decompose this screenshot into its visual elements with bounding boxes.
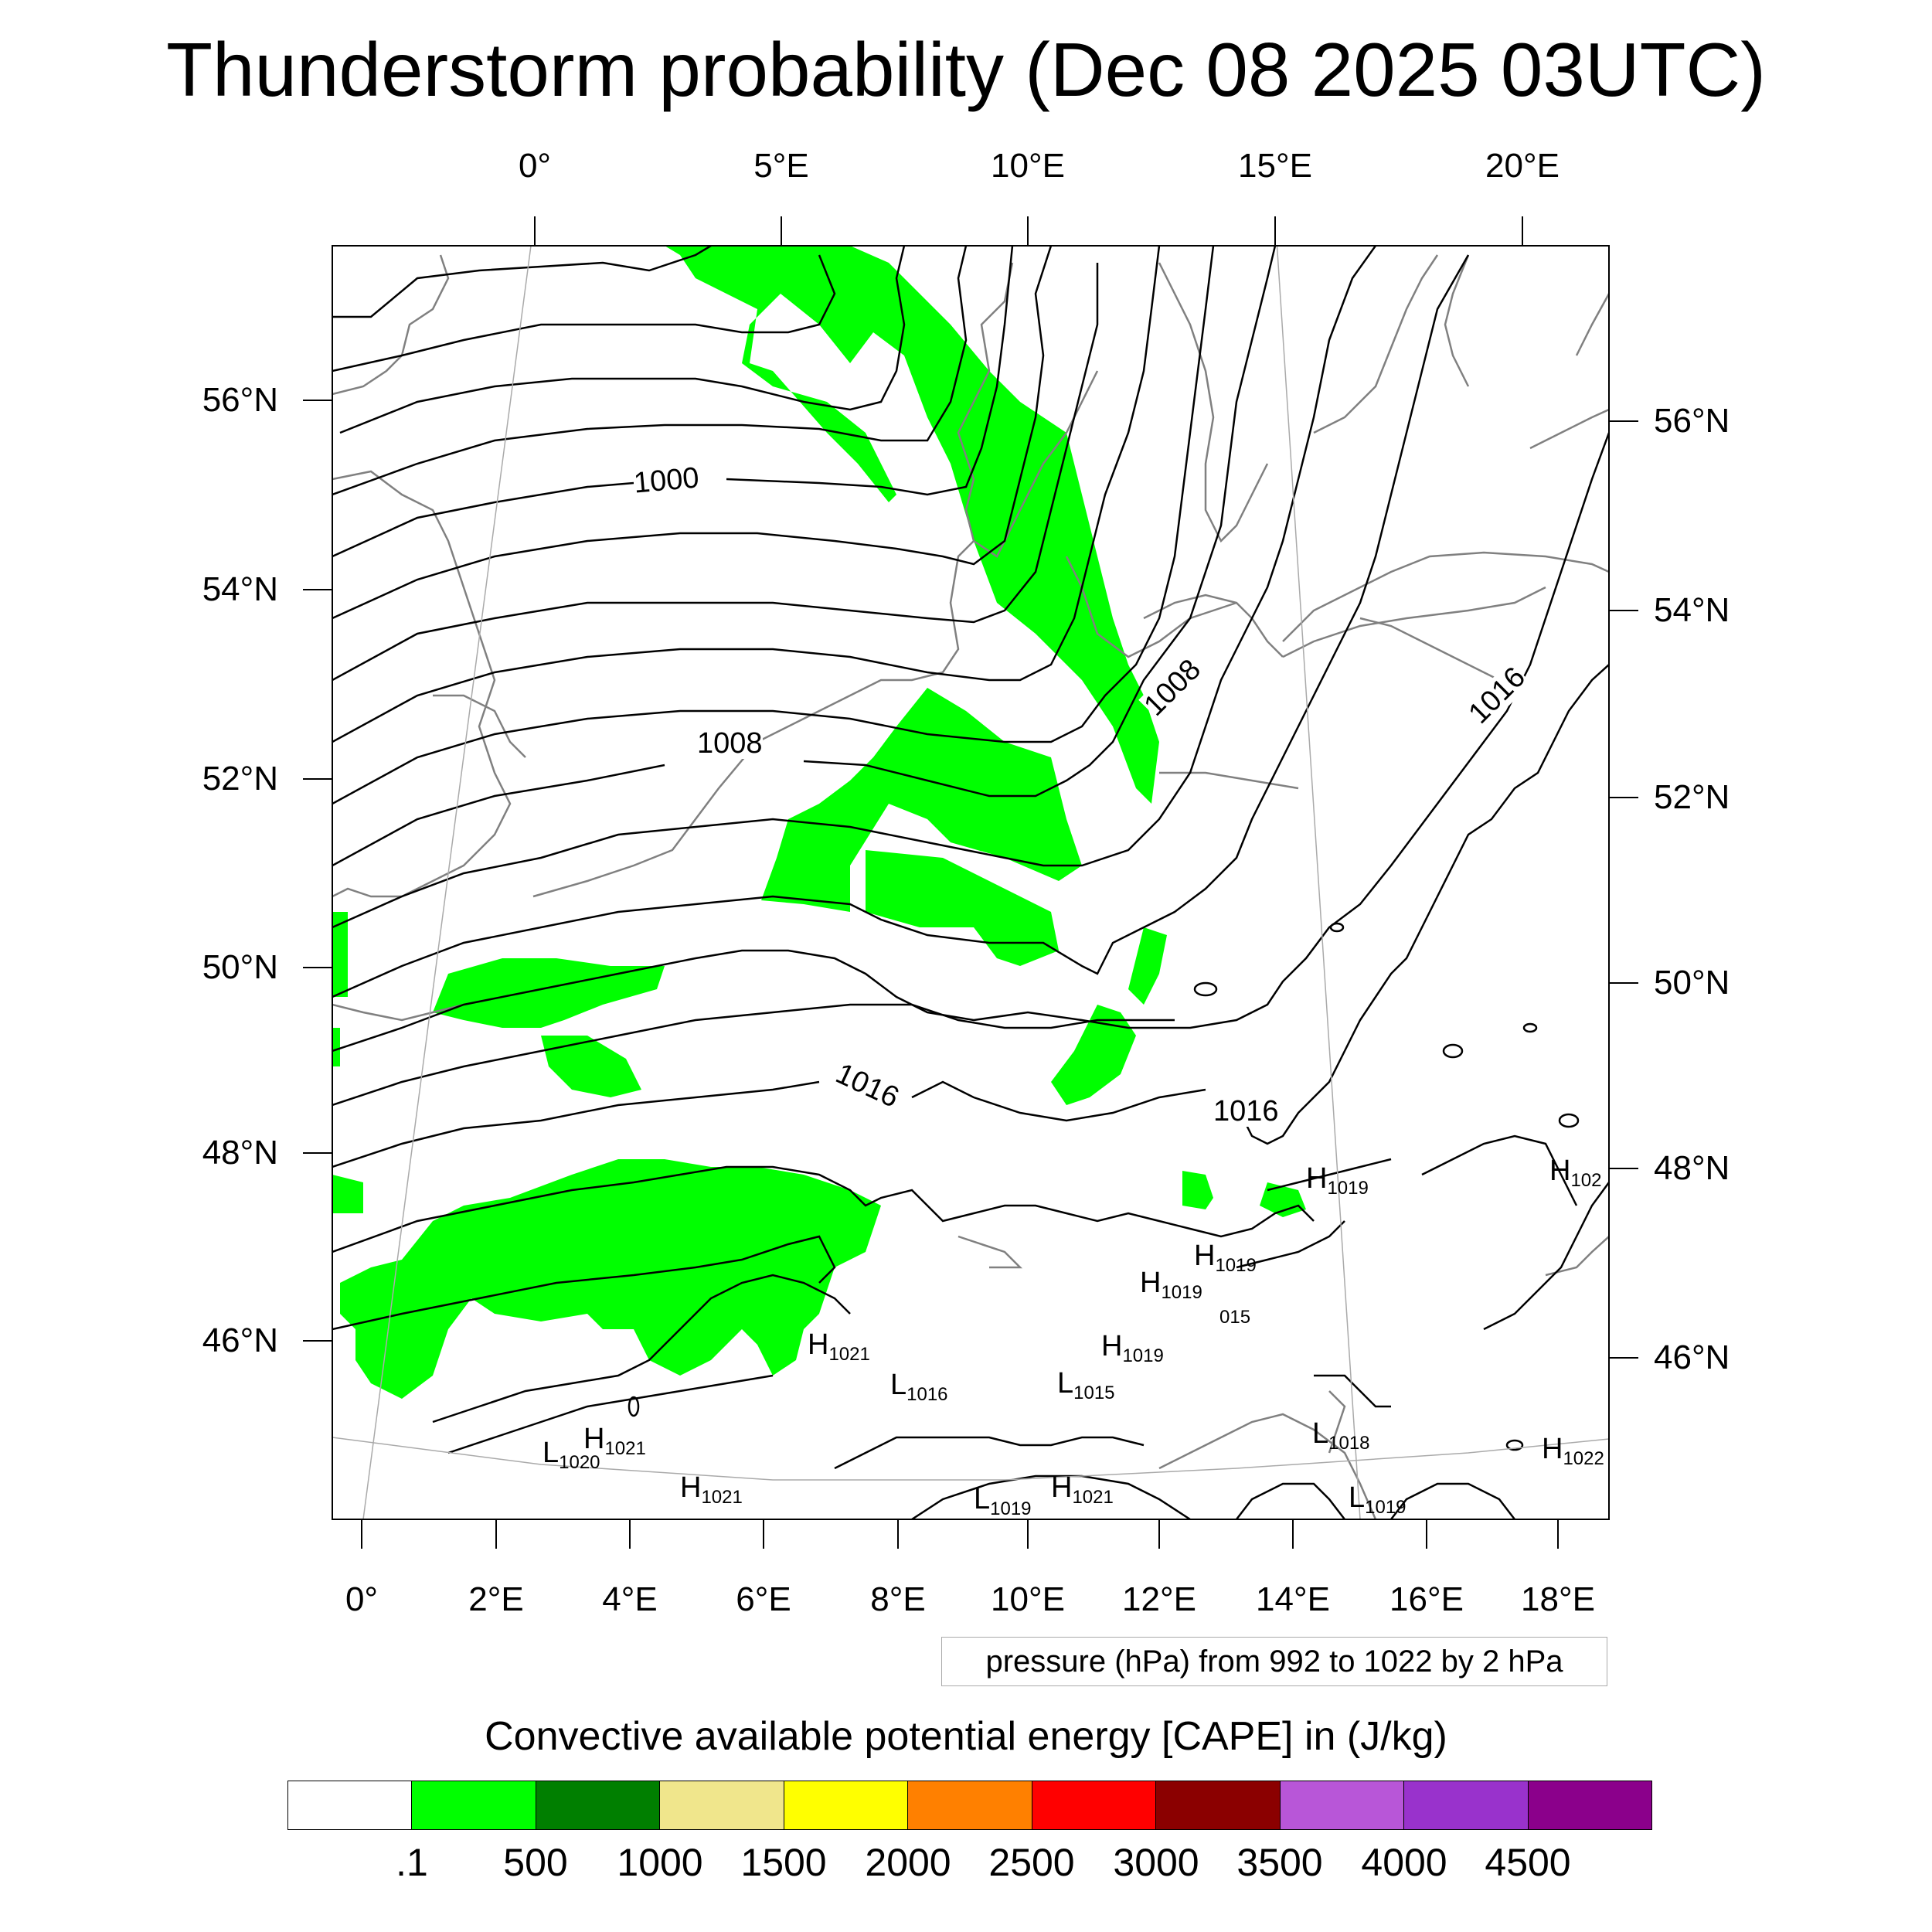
map-title: Thunderstorm probability (Dec 08 2025 03… xyxy=(166,27,1766,112)
bottom-lon-label: 0° xyxy=(345,1580,379,1618)
pressure-center: L1015 xyxy=(1057,1367,1115,1403)
isobar-label: 1008 xyxy=(697,727,763,760)
pressure-center: L1020 xyxy=(543,1437,600,1473)
cape-area-central-south xyxy=(866,850,1059,966)
cape-area-west-edge xyxy=(332,912,348,997)
bottom-lon-label: 6°E xyxy=(736,1580,791,1618)
colorbar-tick-label: .1 xyxy=(396,1841,428,1884)
pressure-center: H1021 xyxy=(808,1328,870,1365)
pressure-center: H1021 xyxy=(680,1471,743,1508)
right-lat-label: 46°N xyxy=(1654,1338,1730,1376)
bottom-lon-label: 10°E xyxy=(991,1580,1065,1618)
cape-area-belgium-south xyxy=(541,1036,641,1097)
left-lat-label: 54°N xyxy=(202,570,278,608)
colorbar-box xyxy=(1032,1781,1157,1829)
cape-area-alps-blob-2 xyxy=(1260,1182,1306,1217)
colorbar-tick-label: 2500 xyxy=(988,1841,1075,1884)
colorbar-box xyxy=(1404,1781,1529,1829)
cape-area-north xyxy=(665,246,1159,804)
left-lat-label: 46°N xyxy=(202,1321,278,1359)
pressure-center: L1019 xyxy=(974,1483,1032,1519)
colorbar-tick-label: 3500 xyxy=(1236,1841,1323,1884)
colorbar-box xyxy=(908,1781,1032,1829)
colorbar-box xyxy=(1280,1781,1405,1829)
coastlines xyxy=(332,254,1609,1519)
top-lon-label: 0° xyxy=(518,147,552,185)
top-lon-label: 10°E xyxy=(991,147,1065,185)
pressure-center: H1021 xyxy=(583,1423,646,1459)
map-frame xyxy=(332,245,1610,1520)
top-lon-label: 15°E xyxy=(1238,147,1312,185)
top-lon-label: 20°E xyxy=(1485,147,1560,185)
colorbar-tick-label: 4000 xyxy=(1361,1841,1447,1884)
colorbar xyxy=(287,1781,1652,1830)
tick-marks xyxy=(303,216,1638,1549)
right-lat-label: 50°N xyxy=(1654,964,1730,1002)
colorbar-tick-label: 2000 xyxy=(865,1841,951,1884)
colorbar-box xyxy=(536,1781,661,1829)
bottom-lon-label: 8°E xyxy=(870,1580,926,1618)
cape-area-west-edge-2 xyxy=(332,1175,363,1213)
isobar-label: 1016 xyxy=(1213,1095,1279,1128)
cape-area-france-east xyxy=(340,1159,881,1399)
pressure-center: H1021 xyxy=(1051,1471,1114,1508)
left-lat-label: 48°N xyxy=(202,1134,278,1172)
colorbar-tick-label: 500 xyxy=(503,1841,568,1884)
bottom-lon-label: 4°E xyxy=(602,1580,658,1618)
colorbar-tick-label: 3000 xyxy=(1113,1841,1199,1884)
right-lat-label: 56°N xyxy=(1654,402,1730,440)
colorbar-tick-label: 1000 xyxy=(617,1841,703,1884)
bottom-lon-label: 14°E xyxy=(1256,1580,1330,1618)
pressure-center: L1016 xyxy=(890,1369,948,1405)
colorbar-box xyxy=(1528,1781,1651,1829)
cape-areas xyxy=(332,246,1306,1399)
top-lon-label: 5°E xyxy=(753,147,809,185)
pressure-center: L1019 xyxy=(1349,1481,1406,1518)
colorbar-tick-label: 1500 xyxy=(740,1841,827,1884)
pressure-center: H1019 xyxy=(1306,1162,1369,1199)
bottom-lon-label: 2°E xyxy=(468,1580,524,1618)
pressure-center: H102 xyxy=(1549,1155,1602,1191)
pressure-center: 015 xyxy=(1219,1307,1251,1328)
pressure-note: pressure (hPa) from 992 to 1022 by 2 hPa xyxy=(941,1637,1607,1686)
colorbar-box xyxy=(660,1781,784,1829)
colorbar-title: Convective available potential energy [C… xyxy=(485,1714,1447,1759)
cape-area-belgium xyxy=(433,958,665,1028)
cape-area-west-blob xyxy=(332,1028,340,1066)
cape-area-central xyxy=(761,688,1082,912)
bottom-lon-label: 18°E xyxy=(1521,1580,1595,1618)
cape-area-alps-north xyxy=(1128,927,1167,1005)
isobars xyxy=(332,246,1609,1519)
left-lat-label: 56°N xyxy=(202,381,278,419)
right-lat-label: 48°N xyxy=(1654,1149,1730,1187)
pressure-center: H1019 xyxy=(1101,1330,1164,1366)
pressure-center: H1022 xyxy=(1542,1433,1604,1469)
left-lat-label: 50°N xyxy=(202,948,278,986)
colorbar-box xyxy=(784,1781,909,1829)
colorbar-box xyxy=(1156,1781,1281,1829)
colorbar-tick-label: 4500 xyxy=(1485,1841,1571,1884)
bottom-lon-label: 12°E xyxy=(1122,1580,1196,1618)
isobar-label: 1000 xyxy=(632,461,701,500)
pressure-center: H1019 xyxy=(1194,1240,1257,1276)
right-lat-label: 52°N xyxy=(1654,778,1730,816)
right-lat-label: 54°N xyxy=(1654,591,1730,629)
cape-area-east-strip xyxy=(1051,1005,1136,1105)
graticule xyxy=(332,246,1609,1519)
colorbar-box xyxy=(288,1781,413,1829)
left-lat-label: 52°N xyxy=(202,760,278,798)
colorbar-box xyxy=(412,1781,536,1829)
cape-area-alps-blob-1 xyxy=(1182,1171,1213,1209)
pressure-center: H1019 xyxy=(1140,1267,1202,1303)
bottom-lon-label: 16°E xyxy=(1389,1580,1464,1618)
pressure-center: L1018 xyxy=(1312,1417,1370,1454)
